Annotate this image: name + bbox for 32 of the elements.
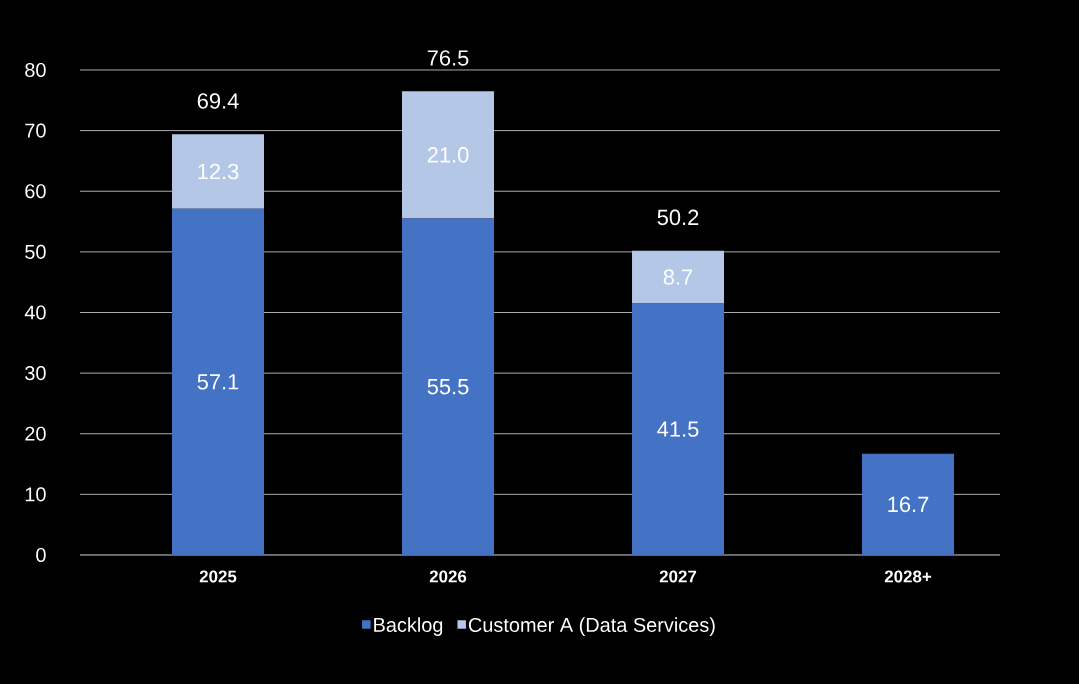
data-label: 16.7 bbox=[888, 496, 929, 513]
bar bbox=[172, 134, 265, 209]
legend-label: Customer A (Data Services) bbox=[468, 617, 715, 636]
bar bbox=[862, 453, 955, 555]
y-tick-label: 20 bbox=[25, 426, 46, 441]
x-tick-label: 2028+ bbox=[884, 570, 932, 583]
y-tick-label: 80 bbox=[25, 62, 46, 78]
x-tick-label: 2027 bbox=[659, 570, 697, 583]
data-label: 55.5 bbox=[427, 379, 469, 395]
y-tick-label: 50 bbox=[25, 244, 46, 259]
y-tick-label: 60 bbox=[25, 184, 46, 199]
legend-label: Backlog bbox=[374, 617, 443, 636]
bar bbox=[402, 218, 495, 555]
y-tick-label: 40 bbox=[24, 305, 46, 320]
bar bbox=[632, 303, 725, 555]
data-label: 41.5 bbox=[657, 421, 699, 437]
data-label: 8.7 bbox=[663, 269, 693, 285]
x-tick-label: 2025 bbox=[199, 570, 237, 583]
total-label: 50.2 bbox=[657, 209, 699, 226]
y-tick-label: 10 bbox=[25, 487, 46, 502]
bar bbox=[402, 91, 495, 219]
data-label: 57.1 bbox=[197, 374, 239, 390]
data-label: 12.3 bbox=[198, 163, 239, 180]
y-tick-label: 30 bbox=[25, 366, 46, 381]
data-label: 21.0 bbox=[427, 147, 469, 163]
total-label: 69.4 bbox=[197, 93, 239, 109]
y-tick-label: 0 bbox=[36, 547, 46, 563]
bar bbox=[632, 250, 725, 304]
bar bbox=[172, 208, 265, 555]
total-label: 76.5 bbox=[427, 50, 469, 66]
x-tick-label: 2026 bbox=[429, 570, 467, 583]
y-tick-label: 70 bbox=[25, 123, 46, 138]
